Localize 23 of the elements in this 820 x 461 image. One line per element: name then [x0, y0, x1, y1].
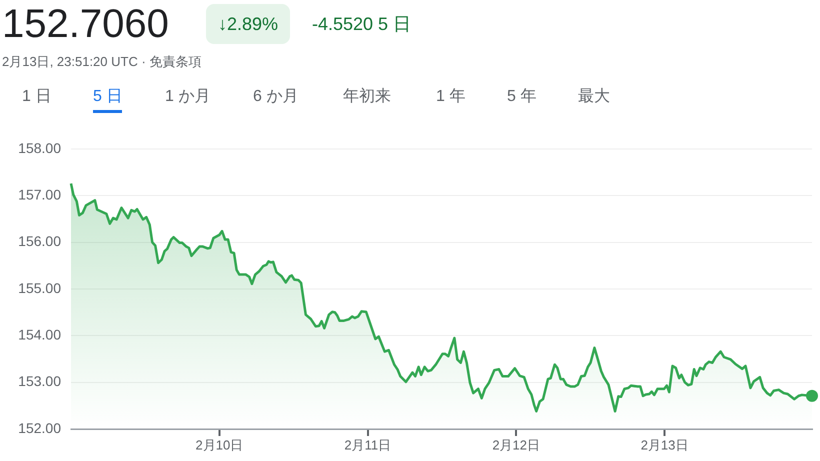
y-tick-label: 157.00: [18, 186, 62, 203]
text: 5 年: [507, 87, 536, 107]
text: 最大: [578, 86, 610, 107]
y-tick-label: 158.00: [18, 140, 62, 156]
y-tick-label: 156.00: [18, 233, 62, 250]
x-tick-label: 2月12日: [492, 437, 540, 452]
text: 1 年: [436, 87, 466, 107]
x-tick-label: 2月11日: [344, 437, 392, 452]
text: -4.5520 5 日: [312, 13, 412, 36]
text: 年初来: [343, 86, 391, 107]
y-tick-label: 154.00: [18, 326, 62, 343]
y-tick-label: 155.00: [18, 280, 62, 296]
text: 1 日: [22, 87, 52, 107]
y-tick-label: 152.00: [18, 420, 62, 436]
chart-title: 152.7060: [2, 2, 169, 46]
text: 6 か月: [253, 87, 298, 107]
text: 1 か月: [165, 87, 210, 107]
chart-subtitle: 2月13日, 23:51:20 UTC · 免責条項: [2, 53, 202, 71]
x-tick-label: 2月13日: [640, 437, 688, 452]
text: 5 日: [93, 86, 122, 113]
y-tick-label: 153.00: [18, 373, 62, 390]
x-tick-label: 2月10日: [196, 437, 244, 452]
text: ↓2.89%: [206, 4, 290, 44]
